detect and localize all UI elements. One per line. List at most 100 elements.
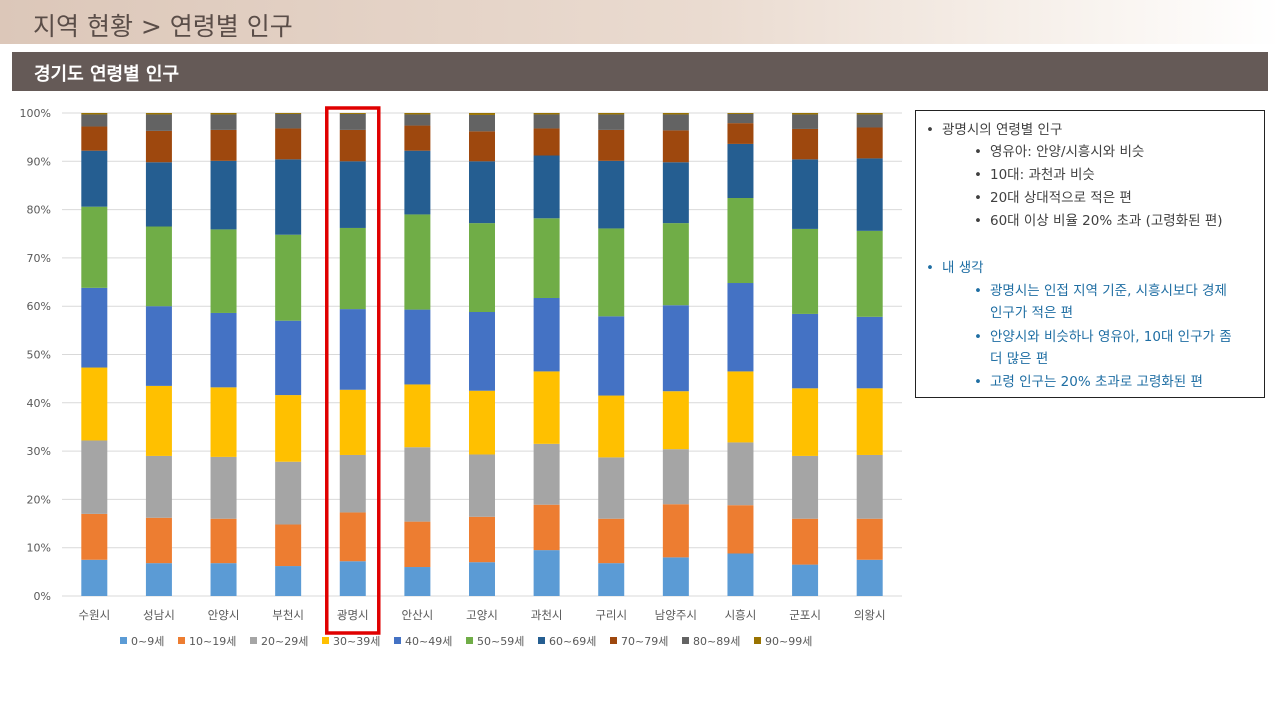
- note-sub-4: • 60대 이상 비율 20% 초과 (고령화된 편): [974, 211, 1223, 231]
- bar-segment: [404, 447, 431, 522]
- bar-segment: [727, 505, 754, 554]
- bullet: •: [974, 213, 982, 229]
- bar-segment: [145, 517, 172, 564]
- x-tick-label: 광명시: [337, 608, 369, 622]
- note-text: 20대 상대적으로 적은 편: [990, 190, 1132, 206]
- bar-segment: [339, 454, 366, 513]
- bar-segment: [210, 160, 237, 230]
- bar-segment: [275, 113, 302, 129]
- bar-segment: [404, 125, 431, 151]
- bar-segment: [469, 390, 495, 455]
- y-tick-label: 80%: [27, 204, 51, 217]
- bar-segment: [856, 388, 883, 455]
- bar-segment: [792, 159, 819, 229]
- bar-segment: [469, 311, 495, 391]
- bar-segment: [469, 562, 495, 596]
- bar-segment: [856, 158, 883, 231]
- bar-segment: [727, 442, 754, 506]
- legend-swatch: [610, 637, 617, 644]
- bar-segment: [856, 454, 883, 519]
- bar-segment: [533, 218, 560, 298]
- x-tick-label: 성남시: [143, 608, 175, 622]
- stacked-bar-chart: 0% 10% 20% 30% 40% 50% 60% 70% 80% 90% 100% 수원시 성남시 안…: [20, 106, 902, 648]
- bar-segment: [81, 113, 108, 115]
- bar-segment: [792, 518, 819, 565]
- bar-segment: [81, 206, 108, 288]
- bar-segment: [792, 388, 819, 456]
- y-tick-label: 20%: [27, 493, 51, 506]
- bar-segment: [404, 521, 431, 568]
- bar-segment: [339, 309, 366, 390]
- bar-segment: [81, 150, 108, 207]
- bar-segment: [339, 129, 366, 162]
- legend-swatch: [120, 637, 127, 644]
- bar-segment: [727, 198, 754, 284]
- note-item-2: • 내 생각: [926, 258, 984, 278]
- legend-swatch: [754, 637, 761, 644]
- bar-segment: [339, 389, 366, 455]
- bar-segment: [469, 161, 495, 224]
- y-tick-label: 60%: [27, 300, 51, 313]
- bar-segment: [404, 567, 431, 596]
- note-text: 안양시와 비슷하나 영유아, 10대 인구가 좀: [990, 329, 1232, 345]
- bar-segment: [145, 306, 172, 386]
- legend-label: 90~99세: [765, 635, 812, 648]
- legend-label: 10~19세: [189, 635, 236, 648]
- bar-segment: [727, 283, 754, 372]
- legend-swatch: [250, 637, 257, 644]
- legend-swatch: [394, 637, 401, 644]
- bar-segment: [533, 371, 560, 444]
- bullet: •: [926, 260, 934, 276]
- bar-segment: [598, 113, 625, 115]
- bar-segment: [792, 113, 819, 115]
- bar-segment: [662, 130, 689, 163]
- bar-segment: [210, 518, 237, 564]
- legend-label: 80~89세: [693, 635, 740, 648]
- note-sub-5: • 광명시는 인접 지역 기준, 시흥시보다 경제: [974, 281, 1227, 301]
- bar-segment: [469, 454, 495, 517]
- y-tick-label: 0%: [34, 590, 51, 603]
- note-text: 인구가 적은 편: [990, 305, 1074, 321]
- bar-segment: [856, 518, 883, 560]
- bar-segment: [404, 113, 431, 115]
- bar-segment: [81, 114, 108, 127]
- note-text: 광명시의 연령별 인구: [942, 122, 1063, 138]
- note-sub-7: • 고령 인구는 20% 초과로 고령화된 편: [974, 372, 1203, 392]
- bar-segment: [598, 228, 625, 317]
- section-bar: 경기도 연령별 인구: [12, 52, 1268, 91]
- bar-segment: [792, 228, 819, 314]
- bullet: •: [974, 190, 982, 206]
- bar-segment: [81, 287, 108, 368]
- bar-segment: [533, 113, 560, 115]
- bar-segment: [598, 160, 625, 229]
- bar-segment: [662, 113, 689, 115]
- bar-segment: [339, 561, 366, 596]
- bar-segment: [533, 114, 560, 129]
- legend-label: 60~69세: [549, 635, 596, 648]
- note-text: 10대: 과천과 비슷: [990, 167, 1095, 183]
- highlight-box: [325, 106, 381, 635]
- legend-label: 20~29세: [261, 635, 308, 648]
- bar-segment: [210, 387, 237, 457]
- bar-segment: [404, 150, 431, 215]
- bar-segment: [81, 126, 108, 151]
- x-tick-label: 안산시: [402, 608, 434, 622]
- x-tick-label: 의왕시: [854, 608, 886, 622]
- note-sub-5-cont: 인구가 적은 편: [990, 303, 1073, 323]
- bar-segment: [792, 114, 819, 129]
- bar-segment: [145, 385, 172, 456]
- x-tick-label: 안양시: [208, 608, 240, 622]
- note-text: 내 생각: [942, 260, 984, 276]
- bar-segment: [275, 461, 302, 525]
- y-tick-label: 90%: [27, 155, 51, 168]
- bar-segment: [469, 113, 495, 115]
- bar-segment: [533, 550, 560, 596]
- bar-segment: [275, 234, 302, 321]
- bar-segment: [598, 114, 625, 130]
- bar-segment: [533, 443, 560, 505]
- bar-segment: [856, 316, 883, 389]
- bar-segment: [856, 230, 883, 317]
- bullet: •: [974, 144, 982, 160]
- bar-segment: [662, 305, 689, 392]
- bar-segment: [469, 131, 495, 162]
